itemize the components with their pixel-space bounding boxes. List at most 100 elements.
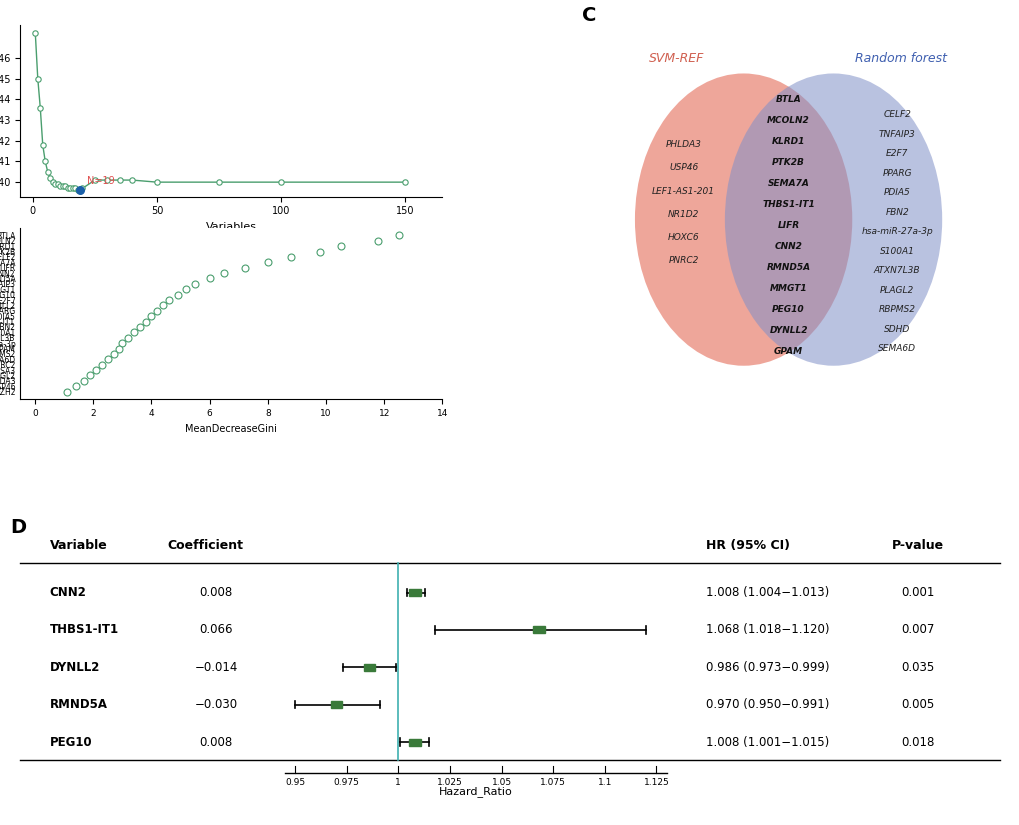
Point xyxy=(370,234,386,248)
Point xyxy=(169,288,185,301)
Text: 0.018: 0.018 xyxy=(901,736,934,748)
Text: Random forest: Random forest xyxy=(854,52,946,65)
Point xyxy=(62,182,78,195)
Point xyxy=(74,182,91,195)
Text: PEG10: PEG10 xyxy=(50,736,93,748)
Point xyxy=(30,72,46,85)
Point xyxy=(71,184,88,197)
Text: N=19: N=19 xyxy=(88,177,115,186)
FancyBboxPatch shape xyxy=(409,589,420,596)
Text: HR (95% CI): HR (95% CI) xyxy=(705,539,789,552)
Point xyxy=(282,250,299,263)
Text: SVM-REF: SVM-REF xyxy=(648,52,703,65)
Point xyxy=(35,139,51,152)
Point xyxy=(125,326,142,339)
Text: PDIA5: PDIA5 xyxy=(883,188,910,197)
FancyBboxPatch shape xyxy=(363,664,375,671)
Text: RMND5A: RMND5A xyxy=(50,698,108,711)
Text: LIFR: LIFR xyxy=(776,221,799,230)
Text: −0.014: −0.014 xyxy=(195,661,237,674)
Text: 0.005: 0.005 xyxy=(901,698,934,711)
Text: NR1D2: NR1D2 xyxy=(667,210,699,219)
Point xyxy=(138,315,154,328)
Text: 0.975: 0.975 xyxy=(333,778,360,787)
Text: SEMA6D: SEMA6D xyxy=(877,344,915,353)
Point xyxy=(87,173,103,186)
Text: 0.035: 0.035 xyxy=(901,661,934,674)
Point xyxy=(59,182,75,195)
Point xyxy=(88,364,104,377)
Point xyxy=(260,256,276,269)
Point xyxy=(47,177,63,191)
Text: 1.025: 1.025 xyxy=(436,778,463,787)
Text: 0.001: 0.001 xyxy=(901,586,934,599)
Text: −0.030: −0.030 xyxy=(195,698,237,711)
Point xyxy=(178,283,195,296)
Point xyxy=(94,358,110,371)
Text: Coefficient: Coefficient xyxy=(167,539,244,552)
Point xyxy=(131,320,148,333)
Text: TNFAIP3: TNFAIP3 xyxy=(878,130,915,139)
Text: 0.008: 0.008 xyxy=(200,736,232,748)
X-axis label: MeanDecreaseGini: MeanDecreaseGini xyxy=(185,424,277,434)
Text: S100A1: S100A1 xyxy=(879,247,914,256)
Text: C: C xyxy=(582,6,596,25)
Text: THBS1-IT1: THBS1-IT1 xyxy=(50,624,119,636)
Ellipse shape xyxy=(634,73,852,365)
Text: GPAM: GPAM xyxy=(773,347,802,356)
Text: PNRC2: PNRC2 xyxy=(667,257,698,266)
Text: RBPMS2: RBPMS2 xyxy=(878,305,915,314)
Point xyxy=(69,184,86,197)
Point xyxy=(312,245,328,258)
Text: P-value: P-value xyxy=(891,539,944,552)
Text: PHLDA3: PHLDA3 xyxy=(665,140,701,149)
Point xyxy=(186,277,203,290)
Text: FBN2: FBN2 xyxy=(884,208,908,217)
Text: PTK2B: PTK2B xyxy=(771,158,804,167)
Text: CELF2: CELF2 xyxy=(882,111,910,119)
Text: Variable: Variable xyxy=(50,539,107,552)
Text: SDHD: SDHD xyxy=(883,324,910,333)
Text: KLRD1: KLRD1 xyxy=(771,137,804,146)
Point xyxy=(105,347,121,361)
Text: 1.075: 1.075 xyxy=(540,778,566,787)
Text: D: D xyxy=(10,518,26,537)
Point xyxy=(396,176,413,189)
Point xyxy=(236,262,253,275)
Point xyxy=(216,266,232,280)
Point xyxy=(120,331,137,344)
Point xyxy=(149,176,165,189)
Text: 1.008 (1.001−1.015): 1.008 (1.001−1.015) xyxy=(705,736,828,748)
Text: 1.008 (1.004−1.013): 1.008 (1.004−1.013) xyxy=(705,586,828,599)
Text: E2F7: E2F7 xyxy=(886,149,908,158)
Text: PLAGL2: PLAGL2 xyxy=(879,285,913,295)
Text: PPARG: PPARG xyxy=(881,168,911,177)
Point xyxy=(59,385,75,398)
Point xyxy=(111,173,127,186)
Text: PEG10: PEG10 xyxy=(771,305,804,314)
Point xyxy=(99,173,115,186)
Text: RMND5A: RMND5A xyxy=(765,263,810,272)
Text: DYNLL2: DYNLL2 xyxy=(50,661,100,674)
FancyBboxPatch shape xyxy=(409,738,420,746)
Point xyxy=(211,176,227,189)
Text: ATXN7L3B: ATXN7L3B xyxy=(873,266,919,275)
Point xyxy=(100,353,116,366)
Text: DYNLL2: DYNLL2 xyxy=(768,326,807,335)
Ellipse shape xyxy=(725,73,942,365)
Text: CNN2: CNN2 xyxy=(773,242,802,251)
Point xyxy=(201,272,217,285)
Text: Hazard_Ratio: Hazard_Ratio xyxy=(438,786,513,798)
Point xyxy=(45,176,61,189)
Text: LEF1-AS1-201: LEF1-AS1-201 xyxy=(651,186,714,196)
Text: BTLA: BTLA xyxy=(774,95,801,104)
Text: 0.986 (0.973−0.999): 0.986 (0.973−0.999) xyxy=(705,661,828,674)
Text: THBS1-IT1: THBS1-IT1 xyxy=(761,200,814,209)
Text: 0.066: 0.066 xyxy=(200,624,232,636)
Point xyxy=(149,304,165,318)
Text: 1: 1 xyxy=(395,778,400,787)
Point xyxy=(37,155,53,168)
Point xyxy=(143,309,159,323)
FancyBboxPatch shape xyxy=(330,701,342,708)
Point xyxy=(32,101,48,114)
